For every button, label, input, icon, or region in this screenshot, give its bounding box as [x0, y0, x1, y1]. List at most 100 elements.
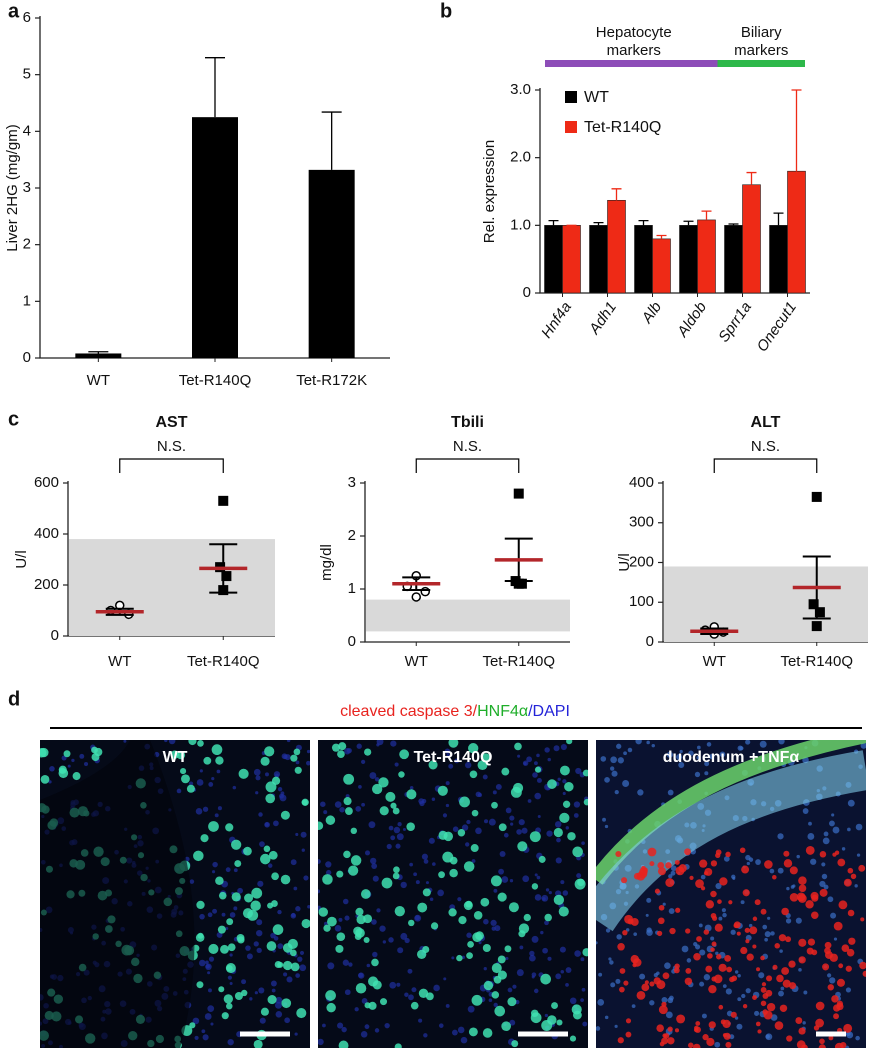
dapi	[437, 889, 444, 897]
caspase	[622, 929, 628, 936]
dapi	[325, 869, 332, 876]
caspase	[789, 982, 797, 990]
dapi	[414, 914, 422, 922]
nucleus	[356, 914, 366, 925]
nucleus	[538, 855, 546, 863]
data-point	[513, 488, 524, 499]
nucleus	[529, 831, 541, 843]
dapi	[192, 1017, 200, 1025]
dapi	[610, 756, 617, 764]
dapi	[478, 941, 482, 945]
data-point	[420, 586, 430, 597]
dapi	[855, 823, 863, 831]
nucleus	[438, 830, 448, 840]
reference-range	[69, 539, 275, 636]
bar	[562, 225, 581, 294]
chart-title: AST	[156, 414, 188, 431]
dapi	[540, 930, 544, 935]
dapi	[466, 932, 472, 938]
caspase	[654, 888, 660, 894]
caspase	[805, 900, 814, 909]
caspase	[714, 923, 723, 932]
dapi	[446, 753, 451, 758]
y-tick-label: 1.0	[510, 216, 531, 233]
caspase	[819, 851, 827, 858]
image-title: duodenum +TNFα	[663, 749, 800, 766]
nucleus	[265, 793, 276, 804]
nucleus	[381, 877, 393, 889]
caspase	[713, 974, 723, 984]
dapi	[268, 863, 273, 868]
dapi	[488, 998, 493, 1002]
dapi	[493, 1002, 498, 1008]
dapi	[423, 859, 429, 864]
caspase	[619, 986, 625, 993]
dapi	[512, 984, 517, 989]
dapi	[299, 964, 307, 972]
dapi	[609, 960, 614, 965]
image-title: WT	[163, 749, 188, 766]
dapi	[845, 987, 852, 993]
dapi	[212, 870, 216, 874]
nucleus	[234, 860, 242, 868]
caption-part: HNF4α	[477, 703, 528, 720]
dapi	[596, 1026, 601, 1031]
caspase	[843, 1023, 853, 1033]
nucleus	[379, 806, 389, 816]
caspase	[815, 1018, 824, 1028]
y-axis-label: U/l	[13, 550, 30, 568]
nucleus	[417, 902, 428, 913]
dapi	[471, 859, 476, 863]
bar	[75, 353, 122, 358]
caspase	[725, 1041, 732, 1048]
y-tick-label: 0	[23, 349, 31, 366]
dapi	[786, 886, 790, 891]
nucleus	[583, 798, 588, 806]
dapi	[635, 740, 642, 745]
dapi	[699, 949, 706, 956]
dapi	[754, 1010, 760, 1016]
caspase	[811, 911, 819, 919]
dapi	[821, 862, 826, 867]
y-tick-label: 100	[629, 593, 654, 610]
caspase	[788, 960, 796, 968]
dapi	[823, 831, 829, 837]
caspase	[828, 1035, 834, 1041]
caspase	[684, 848, 691, 856]
panel-label: b	[440, 0, 452, 22]
dapi	[534, 792, 542, 800]
dapi	[465, 761, 472, 769]
reference-range	[664, 566, 868, 642]
caspase	[757, 1029, 762, 1034]
caspase	[720, 1019, 726, 1025]
caspase	[834, 1042, 844, 1048]
nucleus	[468, 743, 479, 754]
dapi	[769, 868, 775, 874]
caspase	[627, 918, 634, 925]
dapi	[581, 987, 586, 992]
nucleus	[459, 796, 470, 808]
nucleus	[428, 760, 438, 770]
dapi	[482, 774, 488, 780]
nucleus	[289, 949, 297, 957]
caspase	[815, 1001, 825, 1011]
dapi	[293, 886, 298, 891]
caspase	[641, 983, 650, 992]
caspase	[657, 867, 666, 876]
dapi	[318, 1038, 324, 1046]
dapi	[686, 958, 692, 963]
error-bar	[321, 111, 342, 170]
dapi	[780, 986, 785, 991]
caption-part: cleaved caspase 3/	[340, 703, 478, 720]
dapi	[216, 769, 221, 774]
marker-group-label: markers	[607, 42, 661, 59]
dapi	[580, 998, 584, 1002]
nucleus	[63, 750, 71, 758]
dapi	[507, 987, 513, 993]
caspase	[824, 941, 832, 949]
dapi	[598, 972, 603, 977]
dapi	[666, 751, 673, 758]
nucleus	[277, 961, 284, 968]
nucleus	[504, 945, 512, 953]
dapi	[390, 835, 396, 841]
